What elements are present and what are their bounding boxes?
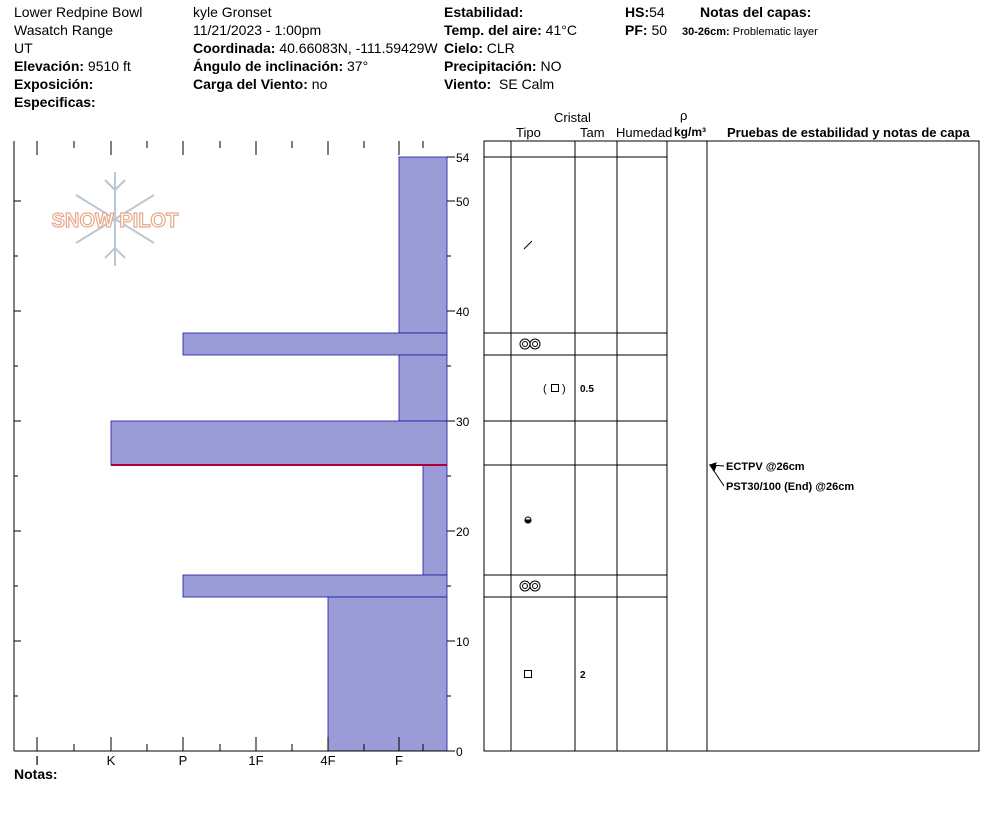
- tam-header: Tam: [580, 125, 605, 140]
- hardness-tick-label: I: [35, 753, 39, 768]
- density-symbol: ρ: [680, 108, 688, 123]
- wind-load-row: Carga del Viento: no: [193, 76, 327, 92]
- slope-row: Ángulo de inclinación: 37°: [193, 58, 368, 74]
- coordinate-value: 40.66083N, -111.59429W: [279, 40, 438, 56]
- crystal-size-label: 0.5: [580, 384, 594, 395]
- hardness-bar: [182, 574, 448, 598]
- humedad-header: Humedad: [616, 125, 673, 140]
- elevation-value: 9510 ft: [87, 58, 131, 74]
- melt-freeze-icon: [529, 580, 541, 592]
- slope-label: Ángulo de inclinación:: [193, 58, 344, 74]
- paren-open: (: [543, 383, 547, 395]
- arrow-head: [708, 464, 717, 473]
- hs-row: HS:54: [625, 4, 665, 20]
- melt-freeze-icon-inner: [532, 341, 538, 347]
- wind-row: Viento: SE Calm: [444, 76, 554, 92]
- wind-label: Viento:: [444, 76, 492, 92]
- hardness-tick-label: 4F: [320, 753, 335, 768]
- range-name: Wasatch Range: [14, 22, 114, 38]
- stability-notes-header: Pruebas de estabilidad y notas de capa: [727, 125, 970, 140]
- wind-value: SE Calm: [498, 76, 555, 92]
- stability-test-label: PST30/100 (End) @26cm: [726, 481, 854, 493]
- pf-row: PF: 50: [625, 22, 667, 38]
- observer-name: kyle Gronset: [193, 4, 272, 20]
- hardness-bar: [182, 332, 448, 356]
- depth-tick-label: 20: [456, 525, 470, 539]
- hardness-bar: [398, 156, 448, 334]
- location-name: Lower Redpine Bowl: [14, 4, 143, 20]
- layer-notes-label: Notas del capas:: [700, 4, 812, 20]
- sky-label: Cielo:: [444, 40, 483, 56]
- melt-freeze-icon-inner: [522, 341, 528, 347]
- melt-freeze-icon: [529, 338, 541, 350]
- pf-value: 50: [651, 22, 668, 38]
- melt-freeze-icon-inner: [532, 583, 538, 589]
- specifics-label: Especificas:: [14, 94, 96, 110]
- observation-datetime: 11/21/2023 - 1:00pm: [193, 22, 322, 38]
- precip-value: NO: [540, 58, 562, 74]
- depth-tick-label: 54: [456, 151, 470, 165]
- precip-label: Precipitación:: [444, 58, 537, 74]
- depth-tick-label: 0: [456, 745, 463, 759]
- depth-tick-label: 10: [456, 635, 470, 649]
- aspect-label: Exposición:: [14, 76, 94, 92]
- snowpilot-logo: SNOW PILOT: [51, 172, 179, 266]
- snowpilot-logo-text: SNOW PILOT: [52, 210, 179, 232]
- state-name: UT: [14, 40, 33, 56]
- elevation-label: Elevación:: [14, 58, 85, 74]
- stability-row: Estabilidad:: [444, 4, 523, 20]
- wind-load-label: Carga del Viento:: [193, 76, 308, 92]
- coordinate-label: Coordinada:: [193, 40, 276, 56]
- precip-row: Precipitación: NO: [444, 58, 561, 74]
- crystal-table-frame: [483, 140, 980, 752]
- slope-value: 37°: [347, 58, 369, 74]
- pf-label: PF:: [625, 22, 648, 38]
- snowflake-icon: [75, 172, 155, 266]
- air-temp-label: Temp. del aire:: [444, 22, 542, 38]
- hardness-tick-label: F: [395, 753, 403, 768]
- faceted-crystal-icon: [524, 670, 532, 678]
- stability-test-label: ECTPV @26cm: [726, 461, 805, 473]
- stability-label: Estabilidad:: [444, 4, 524, 20]
- depth-tick-label: 40: [456, 305, 470, 319]
- aspect-row: Exposición:: [14, 76, 93, 92]
- hs-value: 54: [649, 4, 665, 20]
- notes-label: Notas:: [14, 766, 58, 782]
- hardness-bar: [110, 420, 448, 466]
- paren-close: ): [562, 383, 566, 395]
- sky-row: Cielo: CLR: [444, 40, 515, 56]
- coordinate-row: Coordinada: 40.66083N, -111.59429W: [193, 40, 438, 56]
- elevation-row: Elevación: 9510 ft: [14, 58, 131, 74]
- faceted-crystal-icon: [551, 384, 559, 392]
- crystal-fragment-icon: [523, 240, 533, 250]
- hardness-bar: [422, 464, 448, 576]
- hardness-bar: [398, 354, 448, 422]
- tipo-header: Tipo: [516, 125, 541, 140]
- layer-note-depth: 30-26cm:: [682, 26, 730, 38]
- sky-value: CLR: [486, 40, 515, 56]
- crystal-size-label: 2: [580, 670, 586, 681]
- layer-note-text: Problematic layer: [732, 26, 818, 38]
- rounding-faceted-fill: [524, 519, 532, 524]
- hs-label: HS:: [625, 4, 650, 20]
- melt-freeze-icon: [519, 580, 531, 592]
- melt-freeze-icon: [519, 338, 531, 350]
- air-temp-row: Temp. del aire: 41°C: [444, 22, 577, 38]
- density-unit: kg/m³: [674, 125, 707, 139]
- melt-freeze-icon-inner: [522, 583, 528, 589]
- hardness-bar: [327, 596, 448, 752]
- hardness-tick-label: P: [179, 753, 188, 768]
- cristal-header: Cristal: [554, 110, 591, 125]
- depth-tick-label: 50: [456, 195, 470, 209]
- hardness-tick-label: 1F: [248, 753, 263, 768]
- wind-load-value: no: [311, 76, 328, 92]
- air-temp-value: 41°C: [545, 22, 577, 38]
- hardness-tick-label: K: [107, 753, 116, 768]
- depth-tick-label: 30: [456, 415, 470, 429]
- layer-note: 30-26cm: Problematic layer: [682, 24, 818, 40]
